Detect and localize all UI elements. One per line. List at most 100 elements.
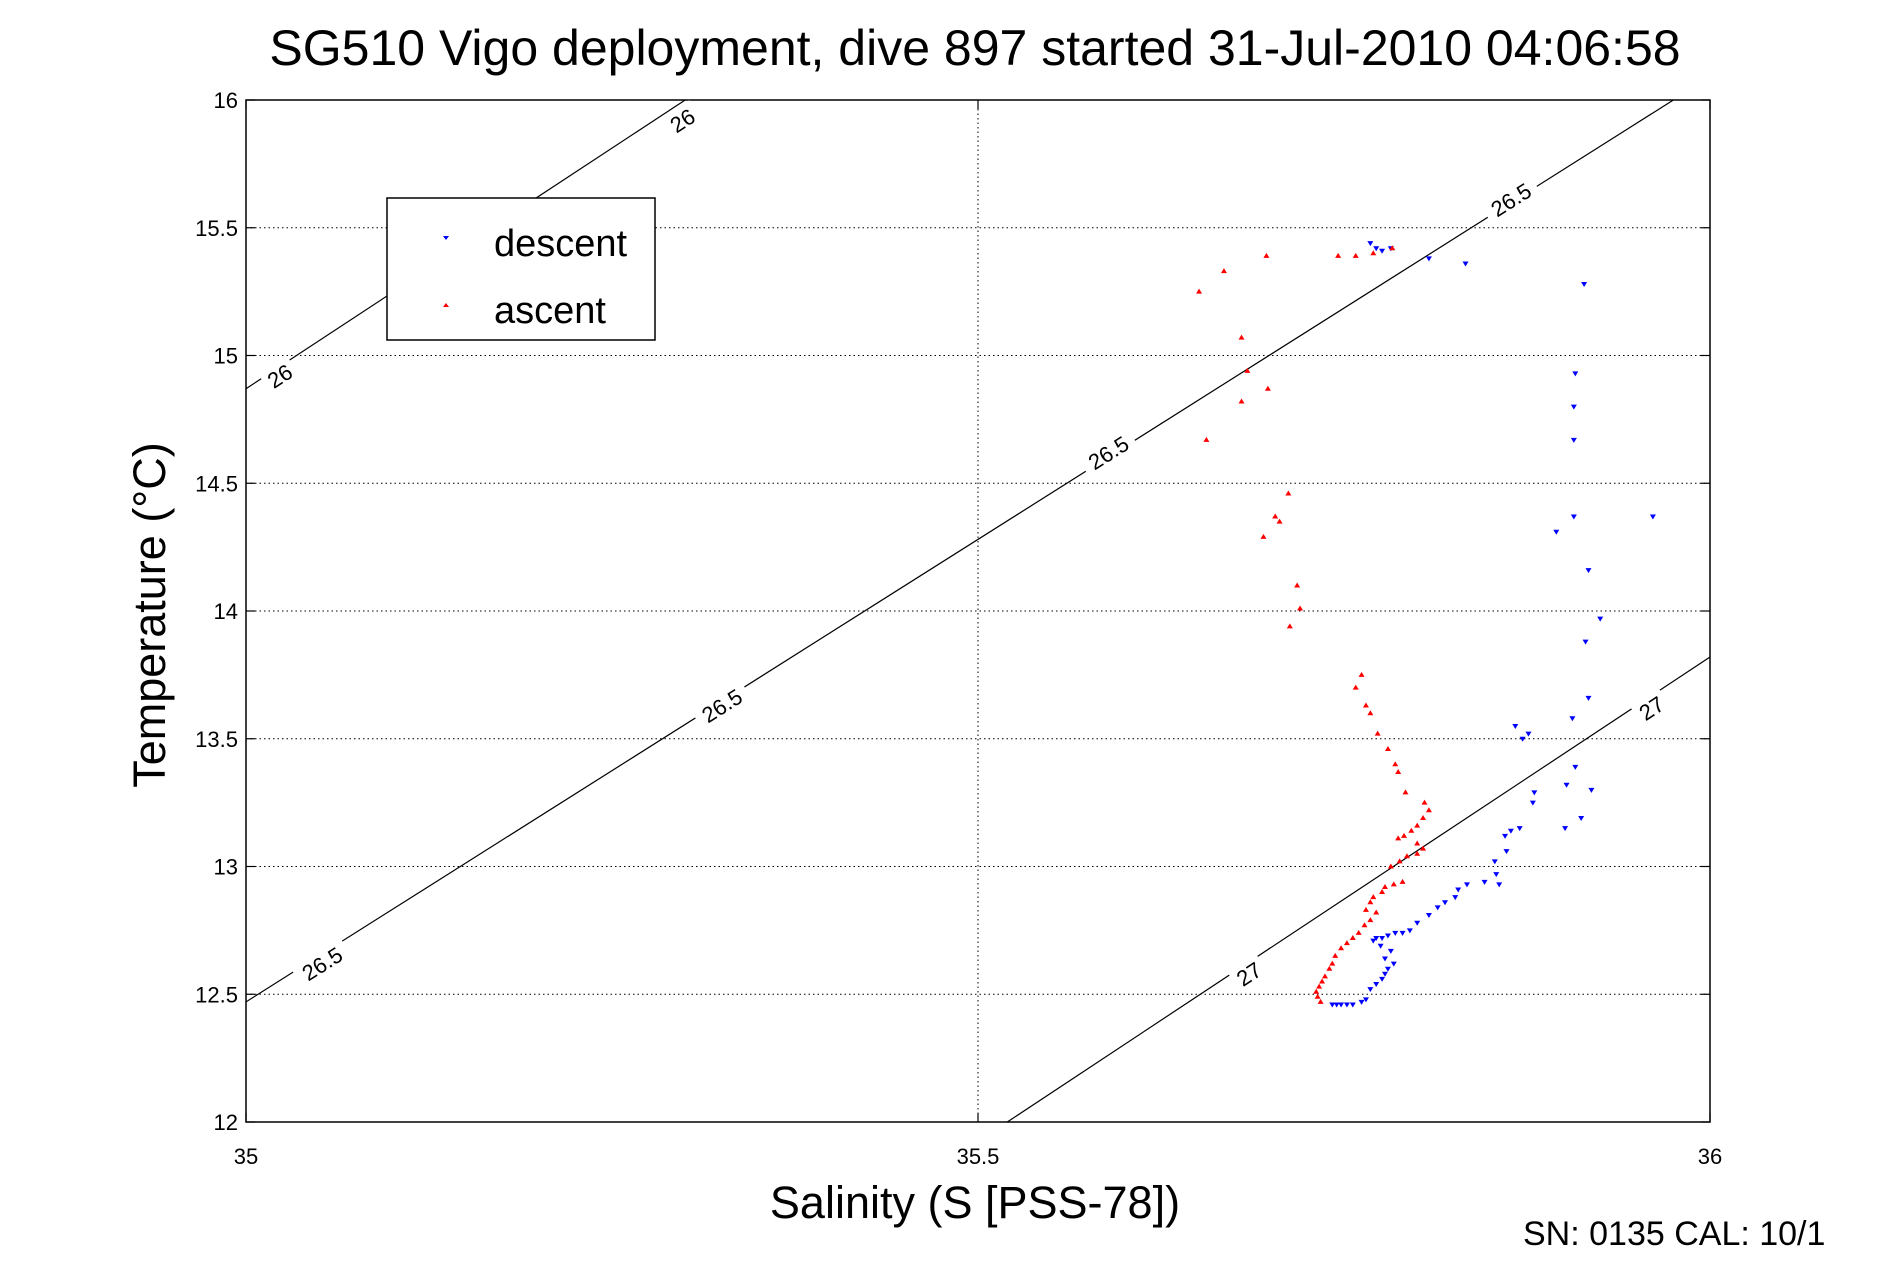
point-ascent [1379,889,1386,895]
axis-ticks: 35 35.5 36 12 12.5 13 13.5 14 14.5 15 15.5 16 [195,88,1722,1169]
point-ascent [1414,840,1421,846]
point-descent [1333,1002,1340,1008]
point-ascent [1420,845,1427,851]
point-descent [1570,404,1577,410]
y-tick-label: 16 [214,88,238,113]
isoline-label-bg [1076,426,1139,478]
point-ascent [1203,436,1210,442]
isoline-label-group: 26 [660,100,703,139]
isoline-label-bg [660,100,703,139]
point-descent [1507,828,1514,834]
point-descent [1582,639,1589,645]
x-tick-label: 35 [234,1144,258,1169]
point-ascent [1414,850,1421,856]
point-descent [1455,887,1462,893]
point-ascent [1367,710,1374,716]
point-descent [1462,261,1469,267]
point-descent [1649,514,1656,520]
point-ascent [1395,768,1402,774]
point-descent [1491,859,1498,865]
isoline-label-group: 26.5 [690,679,753,731]
point-descent [1585,568,1592,574]
isoline-label-group: 27 [1630,687,1672,727]
point-ascent [1286,623,1293,629]
point-descent [1503,849,1510,855]
point-ascent [1408,827,1415,833]
point-ascent [1326,965,1333,971]
point-ascent [1260,533,1267,539]
point-ascent [1373,909,1380,915]
point-ascent [1387,863,1394,869]
point-descent [1572,371,1579,377]
point-descent [1525,731,1532,737]
y-tick-label: 14 [214,599,238,624]
point-descent [1392,930,1399,936]
point-ascent [1244,367,1251,373]
point-descent [1373,982,1380,988]
serial-calibration-footer: SN: 0135 CAL: 10/1 [1523,1215,1825,1253]
point-descent [1358,999,1365,1005]
point-ascent [1316,983,1323,989]
point-ascent [1313,988,1320,994]
point-ascent [1421,799,1428,805]
isoline-label-group: 26.5 [1076,426,1139,478]
point-ascent [1263,252,1270,258]
legend-label-descent: descent [494,223,628,265]
point-descent [1585,695,1592,701]
point-ascent [1196,288,1203,294]
point-ascent [1384,745,1391,751]
point-descent [1390,961,1397,967]
point-ascent [1319,978,1326,984]
x-tick-label: 35.5 [957,1144,1000,1169]
point-descent [1481,879,1488,885]
point-descent [1496,882,1503,888]
point-ascent [1401,832,1408,838]
isoline-label-group: 26.5 [290,937,353,989]
point-ascent [1314,993,1321,999]
point-descent [1597,616,1604,622]
point-descent [1516,826,1523,832]
y-tick-label: 12 [214,1110,238,1135]
point-ascent [1370,250,1377,256]
point-descent [1384,933,1391,939]
data-points [1196,241,1656,1008]
isoline-label-group: 26.5 [1479,173,1542,225]
point-descent [1529,800,1536,806]
point-descent [1367,987,1374,993]
isoline-label-bg [690,679,753,731]
point-ascent [1425,807,1432,813]
point-descent [1381,971,1388,977]
legend-box [386,197,656,341]
point-ascent [1338,945,1345,951]
point-ascent [1389,245,1396,251]
point-descent [1570,514,1577,520]
point-ascent [1370,894,1377,900]
point-descent [1512,723,1519,729]
point-descent [1377,943,1384,949]
point-descent [1373,246,1380,252]
point-descent [1349,1002,1356,1008]
chart-title: SG510 Vigo deployment, dive 897 started … [269,20,1680,76]
point-descent [1406,928,1413,934]
point-ascent [1285,490,1292,496]
point-descent [1519,736,1526,742]
point-ascent [1362,702,1369,708]
point-descent [1562,826,1569,832]
point-ascent [1332,952,1339,958]
y-tick-label: 15 [214,344,238,369]
point-descent [1434,905,1441,911]
point-ascent [1349,935,1356,941]
point-descent [1379,976,1386,982]
point-ascent [1381,883,1388,889]
isoline-27 [1006,656,1710,1122]
point-ascent [1355,929,1362,935]
isoline-label-group: 26 [258,355,300,395]
point-descent [1362,997,1369,1003]
point-descent [1581,281,1588,287]
point-ascent [1362,906,1369,912]
isoline-label-group: 27 [1227,953,1270,993]
point-descent [1425,256,1432,262]
point-descent [1531,790,1538,796]
y-axis-label: Temperature (°C) [124,442,175,788]
isoline-labels: 26 26 26.5 26.5 26.5 26.5 27 27 [258,100,1672,993]
